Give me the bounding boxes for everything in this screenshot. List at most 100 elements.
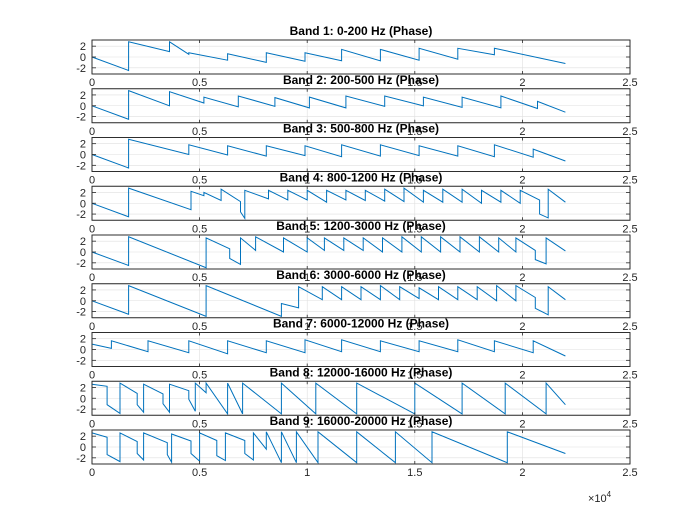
x-tick-label: 2.5	[622, 370, 637, 382]
y-tick-label: 2	[80, 334, 86, 346]
x-tick-label: 1	[304, 370, 310, 382]
subplot-title: Band 5: 1200-3000 Hz (Phase)	[276, 219, 445, 233]
x-tick-label: 0	[89, 175, 95, 187]
x-tick-label: 2.5	[622, 77, 637, 89]
x-tick-label: 1.5	[407, 418, 422, 430]
x-tick-label: 0.5	[192, 126, 207, 138]
x-tick-label: 1.5	[407, 126, 422, 138]
y-tick-label: 2	[80, 382, 86, 394]
x-tick-label: 1	[304, 321, 310, 333]
x-tick-label: 1	[304, 126, 310, 138]
phase-series-line	[91, 284, 566, 318]
subplot-title: Band 7: 6000-12000 Hz (Phase)	[273, 317, 449, 331]
x-tick-label: 0	[89, 126, 95, 138]
y-tick-label: 0	[80, 442, 86, 454]
y-tick-label: 0	[80, 101, 86, 113]
x-tick-label: 2	[519, 77, 525, 89]
x-tick-label: 1.5	[407, 175, 422, 187]
x-tick-label: 1	[304, 418, 310, 430]
x-tick-label: 0.5	[192, 175, 207, 187]
x-tick-label: 0.5	[192, 418, 207, 430]
x-tick-label: 0	[89, 370, 95, 382]
x-tick-label: 2.5	[622, 467, 637, 479]
phase-series-line	[91, 138, 566, 169]
y-tick-label: -2	[76, 355, 86, 367]
x-tick-label: 1	[304, 272, 310, 284]
x-tick-label: 0	[89, 418, 95, 430]
x-tick-label: 1.5	[407, 223, 422, 235]
x-tick-label: 0	[89, 321, 95, 333]
y-tick-label: 2	[80, 187, 86, 199]
x-tick-label: 0.5	[192, 370, 207, 382]
x-tick-label: 0	[89, 223, 95, 235]
x-tick-label: 2.5	[622, 126, 637, 138]
x-tick-label: 1.5	[407, 77, 422, 89]
y-tick-label: 0	[80, 296, 86, 308]
x-tick-label: 0.5	[192, 223, 207, 235]
x-tick-label: 0.5	[192, 467, 207, 479]
x-tick-label: 2	[519, 272, 525, 284]
y-tick-label: -2	[76, 112, 86, 124]
x-tick-label: 2.5	[622, 418, 637, 430]
x-axis-exponent-label: ×104	[588, 490, 612, 505]
y-tick-label: 0	[80, 52, 86, 64]
x-tick-label: 1.5	[407, 321, 422, 333]
phase-series-line	[91, 430, 566, 465]
x-tick-label: 2	[519, 418, 525, 430]
y-tick-label: 0	[80, 150, 86, 162]
x-tick-label: 2.5	[622, 223, 637, 235]
x-tick-label: 0.5	[192, 321, 207, 333]
x-tick-label: 0	[89, 272, 95, 284]
x-tick-label: 2	[519, 175, 525, 187]
subplot-title: Band 6: 3000-6000 Hz (Phase)	[276, 268, 445, 282]
x-tick-label: 2.5	[622, 175, 637, 187]
x-tick-label: 2	[519, 126, 525, 138]
y-tick-label: -2	[76, 258, 86, 270]
x-tick-label: 2	[519, 223, 525, 235]
y-tick-label: 0	[80, 345, 86, 357]
x-tick-label: 2	[519, 321, 525, 333]
phase-series-line	[91, 187, 566, 221]
subplot-title: Band 8: 12000-16000 Hz (Phase)	[270, 365, 453, 379]
y-tick-label: 0	[80, 198, 86, 210]
y-tick-label: -2	[76, 404, 86, 416]
subplot-title: Band 3: 500-800 Hz (Phase)	[283, 122, 439, 136]
phase-series-line	[91, 339, 566, 357]
phase-series-line	[91, 89, 566, 121]
x-tick-label: 2	[519, 467, 525, 479]
x-tick-label: 1	[304, 223, 310, 235]
x-tick-label: 0	[89, 467, 95, 479]
y-tick-label: 2	[80, 431, 86, 443]
subplot-title: Band 2: 200-500 Hz (Phase)	[283, 73, 439, 87]
y-tick-label: -2	[76, 63, 86, 75]
x-tick-label: 1.5	[407, 467, 422, 479]
x-tick-label: 0.5	[192, 77, 207, 89]
y-tick-label: -2	[76, 160, 86, 172]
y-tick-label: 2	[80, 139, 86, 151]
x-tick-label: 0	[89, 77, 95, 89]
x-tick-label: 1	[304, 77, 310, 89]
y-tick-label: -2	[76, 453, 86, 465]
y-tick-label: -2	[76, 307, 86, 319]
x-tick-label: 1.5	[407, 370, 422, 382]
x-tick-label: 2	[519, 370, 525, 382]
y-tick-label: 2	[80, 236, 86, 248]
subplot-title: Band 4: 800-1200 Hz (Phase)	[280, 170, 443, 184]
phase-series-line	[91, 381, 566, 416]
y-tick-label: 2	[80, 41, 86, 53]
subplot-title: Band 9: 16000-20000 Hz (Phase)	[270, 414, 453, 428]
x-tick-label: 0.5	[192, 272, 207, 284]
y-tick-label: 0	[80, 393, 86, 405]
x-tick-label: 1.5	[407, 272, 422, 284]
phase-series-line	[91, 40, 566, 72]
